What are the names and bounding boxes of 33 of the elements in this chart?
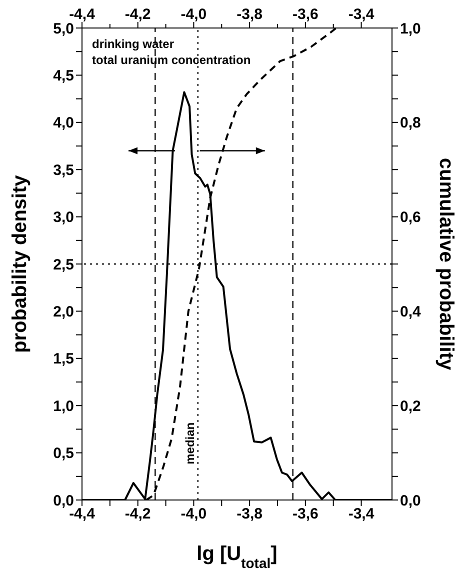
y2-axis-title: cumulative probability — [434, 158, 457, 372]
y-tick-label: 3,5 — [53, 162, 74, 179]
x-tick-label: -3,4 — [348, 6, 375, 23]
x2-tick-label: -3,8 — [236, 506, 262, 523]
x-tick-label: -4,0 — [180, 6, 207, 23]
annotation: total uranium concentration — [92, 53, 251, 67]
x-tick-label: -4,2 — [124, 6, 151, 23]
y2-tick-label: 0,0 — [400, 492, 421, 510]
x-axis-title: lg [U$_{total}$] — [196, 543, 278, 571]
y-tick-label: 2,0 — [53, 304, 74, 321]
x-tick-label: -4,4 — [69, 6, 96, 23]
y-tick-label: 1,0 — [53, 398, 74, 415]
x2-tick-label: -4,2 — [124, 506, 151, 523]
y-tick-label: 4,0 — [53, 114, 74, 132]
annotation: median — [182, 422, 197, 464]
x-tick-label: -3,6 — [292, 6, 318, 23]
y-tick-label: 1,5 — [53, 350, 74, 368]
y2-tick-label: 0,4 — [400, 304, 422, 321]
y2-tick-label: 0,8 — [400, 114, 421, 132]
y-tick-label: 3,0 — [53, 209, 74, 226]
x-tick-label: -3,8 — [236, 6, 262, 23]
y2-tick-label: 0,6 — [400, 209, 421, 226]
y2-tick-label: 0,2 — [400, 398, 421, 415]
y-tick-label: 0,5 — [53, 445, 74, 462]
y-tick-label: 2,5 — [53, 256, 74, 274]
y-axis-title: probability density — [9, 174, 32, 353]
x2-tick-label: -4,0 — [180, 506, 207, 523]
y-tick-label: 4,5 — [53, 68, 74, 85]
x2-tick-label: -3,6 — [292, 506, 318, 523]
x2-tick-label: -3,4 — [348, 506, 375, 523]
y-tick-label: 5,0 — [53, 20, 74, 38]
y2-tick-label: 1,0 — [400, 20, 421, 38]
annotation: drinking water — [92, 37, 174, 51]
